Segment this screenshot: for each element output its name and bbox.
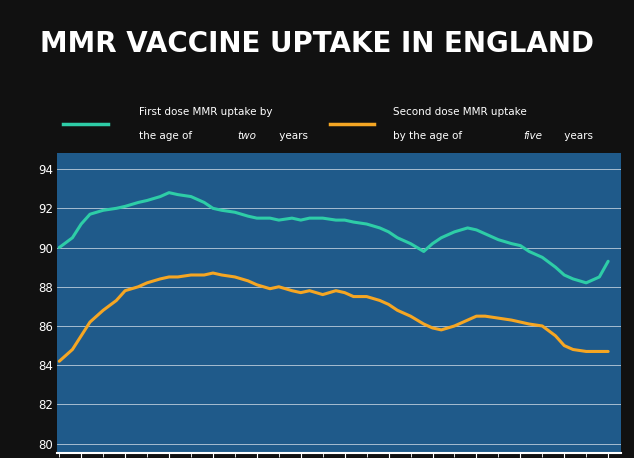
Text: by the age of: by the age of [393,131,465,141]
Text: Second dose MMR uptake: Second dose MMR uptake [393,108,527,117]
Text: years: years [561,131,593,141]
Text: First dose MMR uptake by: First dose MMR uptake by [139,108,273,117]
Text: five: five [523,131,542,141]
Text: two: two [238,131,257,141]
Text: years: years [276,131,307,141]
Text: MMR VACCINE UPTAKE IN ENGLAND: MMR VACCINE UPTAKE IN ENGLAND [40,30,594,58]
Text: the age of: the age of [139,131,196,141]
